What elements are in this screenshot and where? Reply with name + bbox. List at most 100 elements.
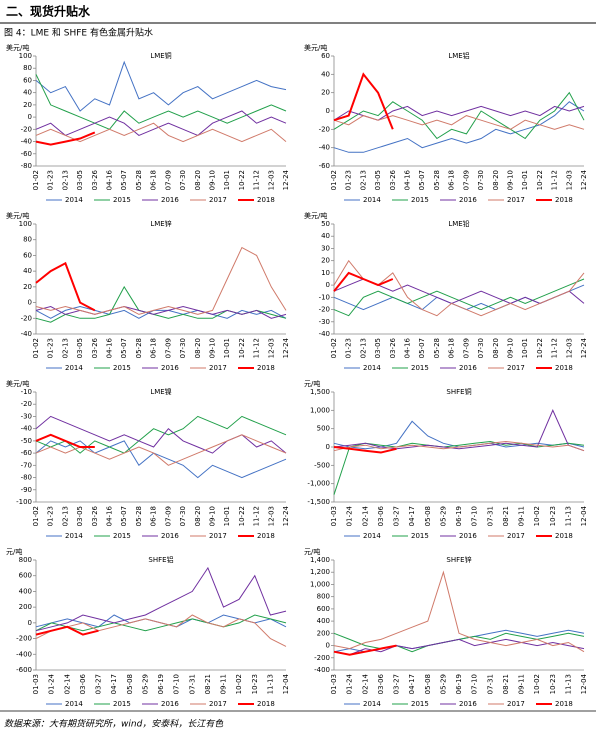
x-tick-label: 02-14 [63, 673, 71, 694]
series-line [35, 110, 287, 136]
x-tick-label: 12-04 [282, 673, 290, 694]
legend-label: 2017 [507, 364, 525, 372]
series-line [333, 91, 585, 140]
unit-label: 美元/吨 [6, 43, 29, 52]
x-tick-label: 07-30 [477, 170, 485, 190]
legend-label: 2018 [257, 364, 275, 372]
x-tick-label: 03-05 [76, 170, 84, 190]
x-tick-label: 12-03 [565, 338, 573, 358]
series-line [333, 440, 585, 452]
x-tick-label: 03-27 [95, 674, 103, 694]
y-tick-label: 100 [19, 52, 32, 60]
x-tick-label: 10-22 [238, 338, 246, 358]
series-line [333, 409, 585, 452]
series-line [333, 440, 585, 495]
legend-label: 2016 [459, 700, 477, 708]
x-tick-label: 01-23 [345, 170, 353, 190]
legend-label: 2014 [65, 364, 83, 372]
y-tick-label: -600 [16, 666, 32, 674]
chart-title: LME镍 [150, 387, 171, 396]
x-tick-label: 07-31 [486, 674, 494, 694]
x-tick-label: 05-29 [439, 674, 447, 694]
x-tick-label: 08-21 [204, 674, 212, 694]
y-tick-label: 30 [321, 244, 330, 252]
x-tick-label: 01-02 [330, 170, 338, 190]
legend-label: 2018 [555, 196, 573, 204]
x-tick-label: 05-28 [135, 338, 143, 358]
legend-label: 2018 [555, 364, 573, 372]
x-tick-label: 10-01 [223, 338, 231, 358]
legend-label: 2014 [363, 700, 381, 708]
x-tick-label: 08-20 [194, 506, 202, 526]
legend-label: 2015 [411, 196, 429, 204]
x-tick-label: 11-13 [564, 674, 572, 694]
x-tick-label: 03-05 [374, 338, 382, 358]
figure-caption: 图 4：LME 和 SHFE 有色金属升贴水 [4, 27, 153, 39]
x-tick-label: 02-13 [61, 506, 69, 526]
legend-label: 2015 [411, 700, 429, 708]
y-tick-label: -80 [21, 162, 32, 170]
x-tick-label: 03-05 [374, 170, 382, 190]
series-line [35, 434, 287, 466]
x-tick-label: 05-29 [141, 674, 149, 694]
series-line [35, 122, 287, 143]
x-tick-label: 09-10 [208, 338, 216, 358]
x-tick-label: 10-22 [238, 170, 246, 190]
unit-label: 美元/吨 [6, 379, 29, 388]
y-tick-label: -40 [21, 138, 32, 146]
legend-label: 2015 [113, 364, 131, 372]
y-tick-label: 80 [23, 64, 32, 72]
x-tick-label: 06-18 [448, 170, 456, 190]
y-tick-label: 600 [19, 572, 32, 580]
x-tick-label: 06-18 [150, 338, 158, 358]
legend-label: 2014 [363, 196, 381, 204]
x-tick-label: 06-19 [157, 674, 165, 694]
x-tick-label: 04-17 [408, 674, 416, 694]
x-tick-label: 12-03 [267, 170, 275, 190]
x-tick-label: 11-12 [551, 338, 559, 358]
x-tick-label: 11-13 [564, 506, 572, 526]
legend-label: 2014 [65, 700, 83, 708]
legend-label: 2015 [113, 700, 131, 708]
series-line [35, 614, 287, 647]
y-tick-label: -20 [319, 306, 330, 314]
x-tick-label: 03-06 [377, 673, 385, 694]
x-tick-label: 04-16 [404, 337, 412, 358]
x-tick-label: 12-04 [580, 505, 588, 526]
legend-label: 2014 [65, 196, 83, 204]
x-tick-label: 02-13 [359, 338, 367, 358]
unit-label: 美元/吨 [6, 211, 29, 220]
x-tick-label: 02-14 [361, 673, 369, 694]
legend-label: 2016 [161, 532, 179, 540]
x-tick-label: 10-01 [223, 506, 231, 526]
x-tick-label: 12-24 [282, 337, 290, 358]
legend-label: 2018 [257, 196, 275, 204]
x-tick-label: 12-04 [580, 673, 588, 694]
x-tick-label: 06-19 [455, 506, 463, 526]
x-tick-label: 11-12 [253, 338, 261, 358]
legend-label: 2016 [459, 364, 477, 372]
x-tick-label: 02-14 [361, 505, 369, 526]
y-tick-label: -30 [319, 318, 330, 326]
x-tick-label: 10-23 [251, 674, 259, 694]
legend-label: 2015 [411, 532, 429, 540]
x-tick-label: 08-21 [502, 506, 510, 526]
unit-label: 元/吨 [304, 547, 320, 556]
y-tick-label: -200 [314, 654, 330, 662]
y-tick-label: -60 [21, 449, 32, 457]
x-tick-label: 01-03 [330, 506, 338, 526]
y-tick-label: -90 [21, 486, 32, 494]
y-tick-label: -20 [21, 314, 32, 322]
y-tick-label: 1,400 [310, 556, 330, 564]
y-tick-label: 60 [23, 76, 32, 84]
y-tick-label: 20 [321, 257, 330, 265]
x-tick-label: 10-23 [549, 674, 557, 694]
series-line [35, 625, 99, 636]
x-tick-label: 11-13 [266, 674, 274, 694]
x-tick-label: 03-05 [76, 338, 84, 358]
chart-title: SHFE铜 [446, 387, 471, 396]
x-tick-label: 05-28 [135, 170, 143, 190]
y-tick-label: 0 [326, 281, 330, 289]
y-tick-label: -70 [21, 461, 32, 469]
